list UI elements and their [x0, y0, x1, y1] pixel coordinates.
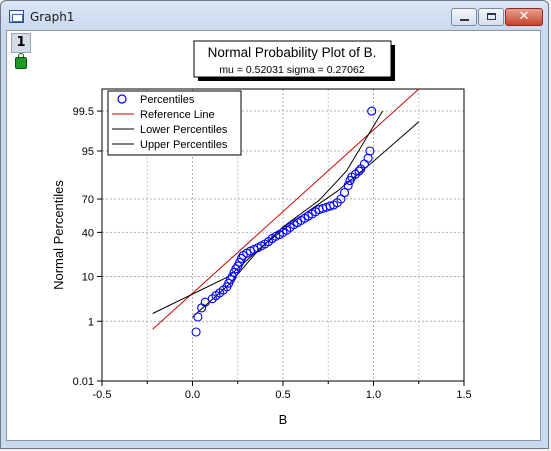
x-tick-label: 1.5 [456, 389, 471, 401]
chart-subtitle: mu = 0.52031 sigma = 0.27062 [219, 64, 365, 76]
window-title: Graph1 [30, 10, 75, 24]
graph-window-icon[interactable] [9, 10, 24, 23]
title-bar[interactable]: Graph1 ✕ [1, 1, 548, 31]
y-tick-label: 99.5 [73, 106, 94, 118]
data-point [200, 297, 210, 307]
data-point [193, 312, 203, 322]
y-tick-label: 40 [82, 227, 94, 239]
title-box[interactable] [193, 40, 392, 78]
series-layer [152, 88, 420, 337]
data-point [354, 166, 364, 176]
legend[interactable]: Percentiles Reference Line Lower Percent… [107, 90, 242, 156]
legend-label-upper: Upper Percentiles [140, 139, 228, 151]
x-axis-label: B [279, 412, 288, 427]
y-tick-label: 0.01 [73, 376, 94, 388]
series-line-reference-line [152, 88, 420, 330]
y-tick-label: 70 [82, 194, 94, 206]
y-tick-label: 10 [82, 271, 94, 283]
x-tick-label: -0.5 [93, 389, 112, 401]
x-tick-label: 1.0 [366, 389, 381, 401]
y-tick-label: 95 [82, 146, 94, 158]
data-point [367, 106, 377, 116]
axes: -0.5 0.0 0.5 1.0 1.5 0.01 1 10 40 70 95 99.5 [73, 106, 472, 401]
x-tick-label: 0.0 [185, 389, 200, 401]
data-point [191, 327, 201, 337]
minimize-icon [460, 19, 469, 21]
data-point [365, 146, 375, 156]
lock-icon[interactable] [15, 53, 27, 69]
close-icon: ✕ [518, 9, 530, 24]
y-axis-label: Normal Percentiles [51, 180, 66, 290]
data-point [339, 188, 350, 198]
data-point [235, 257, 245, 267]
data-point [343, 180, 353, 190]
x-tick-label: 0.5 [275, 389, 290, 401]
legend-marker-percentiles [117, 94, 127, 104]
data-point [197, 303, 207, 313]
maximize-icon [487, 13, 496, 20]
legend-label-percentiles: Percentiles [140, 94, 195, 106]
legend-label-reference: Reference Line [140, 109, 215, 121]
legend-label-lower: Lower Percentiles [140, 124, 228, 136]
minimize-button[interactable] [451, 8, 477, 26]
series-line-upper-percentiles [192, 110, 384, 318]
y-tick-label: 1 [88, 316, 94, 328]
layer-tab-1[interactable]: 1 [11, 33, 31, 53]
chart-title: Normal Probability Plot of B. [208, 45, 377, 60]
data-point [227, 271, 237, 282]
close-button[interactable]: ✕ [505, 8, 543, 26]
data-point [325, 201, 335, 211]
maximize-button[interactable] [478, 8, 504, 26]
